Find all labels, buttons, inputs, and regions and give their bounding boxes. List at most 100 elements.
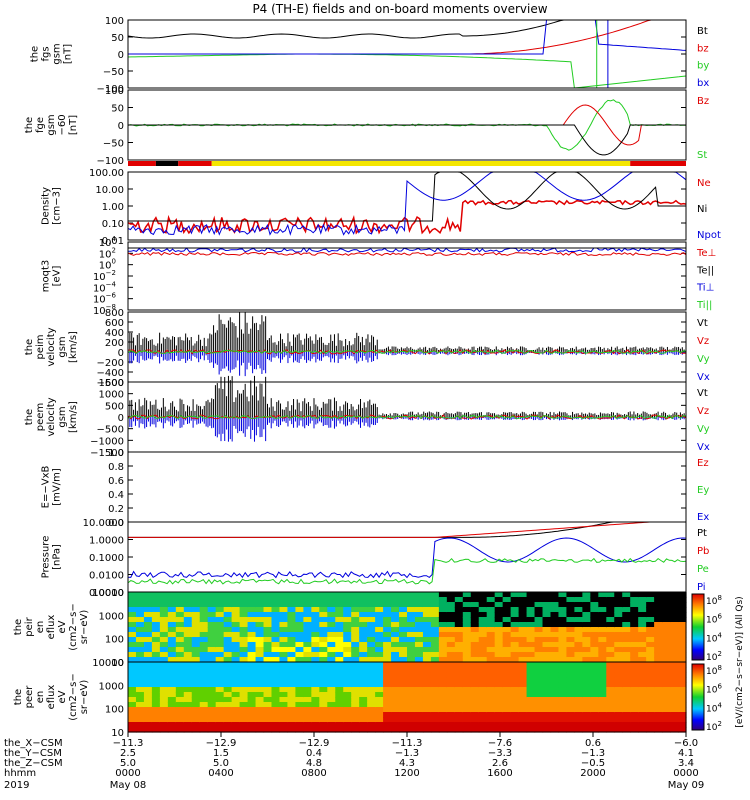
heatmap-cell xyxy=(223,612,233,618)
heatmap-cell xyxy=(175,692,185,698)
heatmap-cell xyxy=(295,602,304,608)
heatmap-cell xyxy=(167,627,177,633)
heatmap-cell xyxy=(151,692,161,698)
heatmap-cell xyxy=(367,632,376,638)
heatmap-cell xyxy=(295,697,304,703)
heatmap-cell xyxy=(407,722,416,728)
heatmap-cell xyxy=(462,687,472,693)
heatmap-cell xyxy=(582,682,591,688)
heatmap-cell xyxy=(287,692,296,698)
heatmap-cell xyxy=(207,632,217,638)
heatmap-cell xyxy=(654,682,663,688)
heatmap-cell xyxy=(191,727,201,733)
heatmap-cell xyxy=(287,622,296,628)
heatmap-cell xyxy=(622,612,631,618)
ylabel-line: fge xyxy=(35,117,46,133)
series-teperp xyxy=(128,251,686,257)
heatmap-cell xyxy=(662,687,671,693)
heatmap-cell xyxy=(534,637,544,643)
heatmap-cell xyxy=(239,657,249,663)
heatmap-cell xyxy=(534,627,544,633)
heatmap-cell xyxy=(159,692,169,698)
heatmap-cell xyxy=(414,602,424,608)
heatmap-cell xyxy=(279,687,289,693)
heatmap-cell xyxy=(255,712,265,718)
ytick-label: −600 xyxy=(97,378,124,389)
mode-bar-segment xyxy=(211,161,631,166)
heatmap-cell xyxy=(494,597,504,603)
heatmap-cell xyxy=(422,647,432,653)
heatmap-cell xyxy=(630,692,639,698)
heatmap-cell xyxy=(462,717,472,723)
heatmap-cell xyxy=(502,592,512,598)
legend-pressure: Pe xyxy=(697,564,709,575)
heatmap-cell xyxy=(678,677,687,683)
heatmap-cell xyxy=(478,677,488,683)
heatmap-cell xyxy=(422,692,432,698)
heatmap-cell xyxy=(175,712,185,718)
heatmap-cell xyxy=(359,617,368,623)
heatmap-cell xyxy=(231,707,241,713)
ytick-label: 0.10 xyxy=(102,219,124,230)
heatmap-cell xyxy=(311,677,320,683)
xaxis-value: −1.3 xyxy=(581,748,605,759)
heatmap-cell xyxy=(502,702,512,708)
heatmap-cell xyxy=(287,642,296,648)
heatmap-cell xyxy=(303,707,312,713)
heatmap-cell xyxy=(590,682,599,688)
heatmap-cell xyxy=(422,727,432,733)
heatmap-cell xyxy=(128,647,137,653)
heatmap-cell xyxy=(351,702,360,708)
heatmap-cell xyxy=(143,677,153,683)
heatmap-cell xyxy=(247,652,257,658)
heatmap-cell xyxy=(287,662,296,668)
heatmap-cell xyxy=(175,622,185,628)
heatmap-cell xyxy=(478,672,488,678)
heatmap-cell xyxy=(159,672,169,678)
heatmap-cell xyxy=(622,642,631,648)
heatmap-cell xyxy=(207,702,217,708)
heatmap-cell xyxy=(255,622,265,628)
heatmap-cell xyxy=(239,707,249,713)
heatmap-cell xyxy=(582,627,591,633)
heatmap-cell xyxy=(446,707,456,713)
heatmap-cell xyxy=(518,672,528,678)
ylabel-line: velocity xyxy=(46,397,57,436)
heatmap-cell xyxy=(478,692,488,698)
heatmap-cell xyxy=(175,672,185,678)
heatmap-cell xyxy=(343,697,352,703)
heatmap-cell xyxy=(454,622,464,628)
heatmap-cell xyxy=(191,652,201,658)
heatmap-cell xyxy=(462,632,472,638)
heatmap-cell xyxy=(550,727,560,733)
heatmap-cell xyxy=(399,647,408,653)
heatmap-cell xyxy=(662,677,671,683)
heatmap-cell xyxy=(462,642,472,648)
heatmap-cell xyxy=(207,707,217,713)
heatmap-cell xyxy=(446,607,456,613)
heatmap-cell xyxy=(135,647,145,653)
heatmap-cell xyxy=(407,727,416,733)
ylabel-line: E=−VxB xyxy=(41,466,52,509)
heatmap-cell xyxy=(598,652,607,658)
heatmap-cell xyxy=(662,722,671,728)
heatmap-cell xyxy=(295,637,304,643)
ytick-label: 600 xyxy=(105,318,124,329)
heatmap-cell xyxy=(542,622,552,628)
heatmap-cell xyxy=(550,712,560,718)
heatmap-cell xyxy=(486,707,496,713)
ylabel-line: (cm2−s− xyxy=(68,673,79,720)
heatmap-cell xyxy=(143,702,153,708)
heatmap-cell xyxy=(614,597,623,603)
ytick-label: 0.0010 xyxy=(89,588,124,599)
heatmap-cell xyxy=(335,657,344,663)
heatmap-cell xyxy=(478,667,488,673)
heatmap-cell xyxy=(454,607,464,613)
ytick-label: 1.0 xyxy=(108,448,124,459)
heatmap-cell xyxy=(319,692,328,698)
heatmap-cell xyxy=(414,632,424,638)
ytick-label: 800 xyxy=(105,308,124,319)
heatmap-cell xyxy=(367,702,376,708)
heatmap-cell xyxy=(614,677,623,683)
